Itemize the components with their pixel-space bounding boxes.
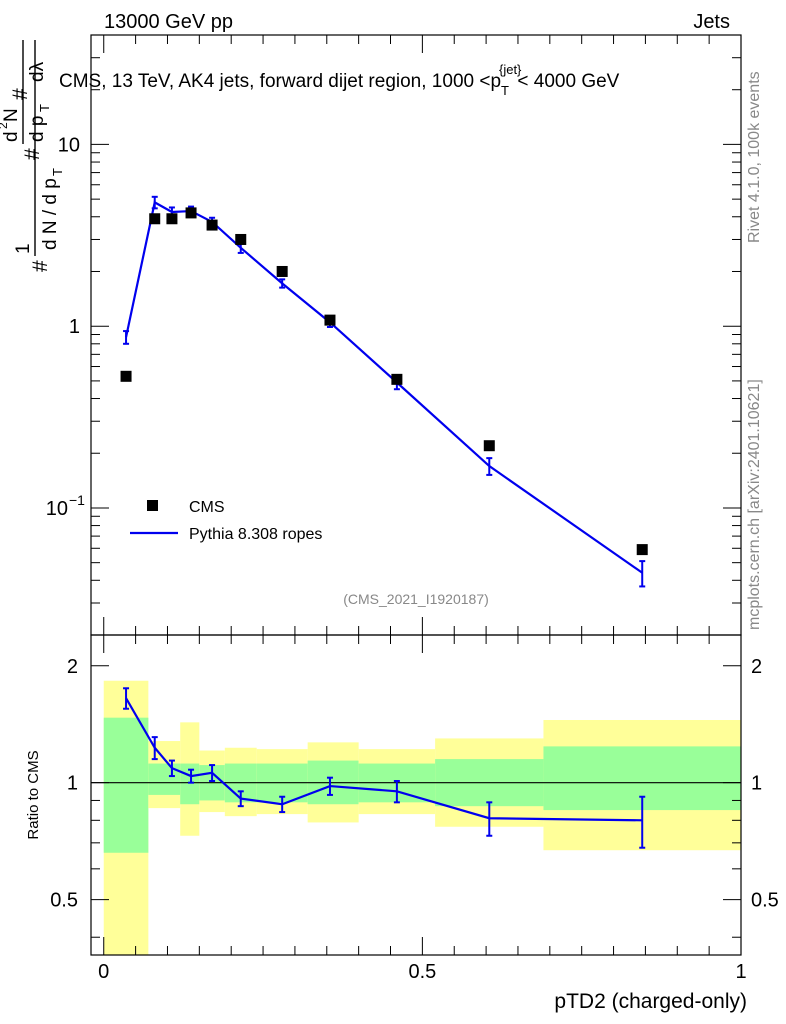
- x-tick-label: 1: [735, 961, 746, 983]
- svg-text:N: N: [1, 108, 22, 122]
- category-label: Jets: [693, 11, 730, 33]
- svg-text:d: d: [1, 131, 22, 142]
- energy-label: 13000 GeV pp: [104, 11, 233, 33]
- ratio-y-tick-label: 0.5: [50, 890, 78, 912]
- ratio-y-tick-label: 1: [67, 773, 78, 795]
- main-y-tick-label: 10: [46, 498, 68, 520]
- main-y-axis-label: # 1 d N / d p T # d 2 N d p T # dλ: [0, 40, 65, 272]
- mc-series-line: [124, 200, 643, 574]
- svg-text:T: T: [37, 104, 52, 112]
- cms-data-point: [636, 544, 648, 556]
- ratio-panel: 0 0.5 1 2 2 1 1 0.5 0.5: [50, 634, 779, 983]
- cms-data-point: [483, 440, 495, 452]
- legend-cms-marker: [147, 500, 158, 511]
- main-y-tick-exponent: −1: [69, 492, 85, 508]
- x-axis-label: pTD2 (charged-only): [554, 990, 747, 1013]
- cms-data-point: [276, 265, 288, 277]
- ratio-y-tick-label-right: 1: [751, 773, 762, 795]
- legend-cms-label: CMS: [189, 499, 225, 516]
- svg-text:#: #: [21, 148, 44, 160]
- ratio-frame: [90, 634, 742, 956]
- title-superscript: {jet}: [499, 62, 522, 77]
- title-subscript: T: [501, 83, 509, 98]
- svg-text:#: #: [9, 88, 32, 100]
- svg-text:dλ: dλ: [27, 61, 48, 82]
- source-label: mcplots.cern.ch [arXiv:2401.10621]: [746, 379, 763, 630]
- ratio-y-axis-label: Ratio to CMS: [25, 750, 42, 839]
- ratio-y-tick-label-right: 2: [751, 656, 762, 678]
- x-tick-label: 0: [98, 961, 109, 983]
- cms-data-point: [235, 233, 247, 245]
- title-text: CMS, 13 TeV, AK4 jets, forward dijet reg…: [59, 71, 501, 92]
- svg-text:2: 2: [0, 122, 10, 129]
- analysis-id-watermark: (CMS_2021_I1920187): [343, 591, 489, 607]
- cms-data-point: [120, 370, 132, 382]
- cms-data-point: [185, 207, 197, 219]
- main-y-tick-label: 1: [69, 316, 80, 338]
- cms-data-point: [166, 213, 178, 225]
- svg-text:d N / d p: d N / d p: [40, 178, 61, 250]
- x-tick-label: 0.5: [408, 961, 436, 983]
- svg-text:T: T: [50, 168, 65, 176]
- cms-data-point: [149, 213, 161, 225]
- svg-text:#: #: [29, 260, 52, 272]
- cms-data-point: [324, 314, 336, 326]
- svg-text:d p: d p: [27, 116, 48, 142]
- legend: CMS Pythia 8.308 ropes: [130, 499, 322, 543]
- cms-data-point: [391, 373, 403, 385]
- cms-data-point: [206, 219, 218, 231]
- main-y-tick-label: 10: [58, 134, 80, 156]
- ratio-band-inner: [148, 763, 181, 795]
- title-text-end: < 4000 GeV: [517, 71, 619, 92]
- ratio-band-inner: [103, 717, 149, 853]
- svg-text:1: 1: [13, 243, 34, 254]
- ratio-y-tick-label: 2: [67, 656, 78, 678]
- legend-mc-label: Pythia 8.308 ropes: [189, 526, 322, 543]
- rivet-version-label: Rivet 4.1.0, 100k events: [746, 71, 763, 243]
- ratio-y-tick-label-right: 0.5: [751, 890, 779, 912]
- plot-title: CMS, 13 TeV, AK4 jets, forward dijet reg…: [59, 62, 620, 98]
